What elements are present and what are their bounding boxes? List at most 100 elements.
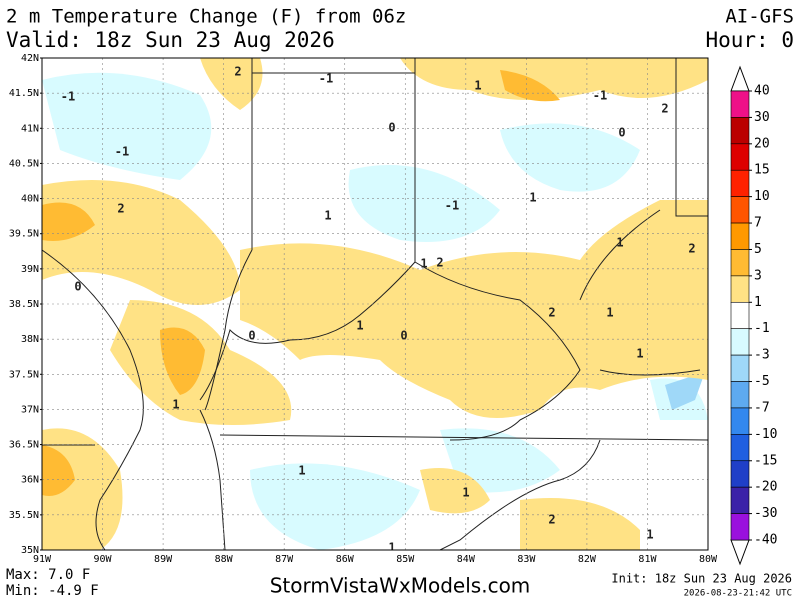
colorbar-label: 3: [754, 268, 762, 283]
colorbar-box: [730, 196, 750, 224]
contour-label: 0: [74, 280, 81, 294]
lat-label: 41N: [21, 123, 39, 134]
lat-label: 39.5N: [9, 229, 39, 240]
colorbar-box: [730, 249, 750, 277]
forecast-hour: Hour: 0: [705, 28, 794, 52]
colorbar-box: [730, 117, 750, 145]
colorbar-label: 7: [754, 216, 762, 231]
colorbar-label: 30: [754, 110, 770, 125]
colorbar-label: 15: [754, 163, 770, 178]
lon-label: 87W: [275, 554, 294, 565]
colorbar-box: [730, 460, 750, 488]
lat-label: 37N: [21, 404, 39, 415]
contour-label: -1: [61, 90, 75, 104]
max-value: Max: 7.0 F: [6, 567, 90, 583]
colorbar-label: 10: [754, 189, 770, 204]
cool-core: [665, 372, 705, 410]
lat-label: 39N: [21, 264, 39, 275]
colorbar-box: [730, 486, 750, 514]
contour-label: 1: [356, 319, 363, 333]
contour-label: 1: [636, 347, 643, 361]
contour-label: 1: [529, 191, 536, 205]
title: 2 m Temperature Change (F) from 06z: [6, 6, 406, 28]
colorbar-box: [730, 407, 750, 435]
contour-label: 2: [661, 102, 668, 116]
min-value: Min: -4.9 F: [6, 583, 99, 599]
colorbar-label: -40: [754, 533, 777, 548]
warmer-areas: [42, 70, 560, 496]
contour-label: 1: [172, 398, 179, 412]
colorbar-box: [730, 143, 750, 171]
lat-label: 38N: [21, 334, 39, 345]
colorbar: 40 30 20 15 10 7 5 3 1 -1 -3 -5 -7 -10 -15 -20 -30 -40: [730, 65, 777, 566]
colorbar-box: [730, 301, 750, 330]
lat-label: 42N: [21, 53, 39, 64]
colorbar-box: [730, 90, 750, 118]
contour-label: 1: [420, 257, 427, 271]
map-axes: 42N 41.5N 41N 40.5N 40N 39.5N 39N 38.5N 38N 37.5N…: [9, 53, 718, 565]
cool-areas: [42, 72, 708, 550]
colorbar-label: -15: [754, 453, 777, 468]
contour-label: 1: [462, 486, 469, 500]
lat-label: 41.5N: [9, 88, 39, 99]
contour-label: 2: [688, 242, 695, 256]
graticule: [42, 58, 708, 550]
boundaries: [42, 58, 708, 550]
colorbar-label: -3: [754, 348, 770, 363]
contour-label: -1: [115, 145, 129, 159]
colorbar-label: -30: [754, 506, 777, 521]
contour-label: 2: [117, 202, 124, 216]
lon-label: 89W: [154, 554, 173, 565]
contour-label: 1: [388, 541, 395, 555]
lon-label: 80W: [699, 554, 718, 565]
lon-label: 90W: [94, 554, 113, 565]
colorbar-box: [730, 328, 750, 356]
colorbar-label: -20: [754, 480, 777, 495]
lat-label: 35N: [21, 545, 39, 556]
lon-label: 86W: [336, 554, 355, 565]
contour-label: 2: [234, 65, 241, 79]
contour-label: 1: [616, 236, 623, 250]
contour-label: 0: [388, 121, 395, 135]
colorbar-box: [730, 434, 750, 462]
lon-label: 82W: [578, 554, 597, 565]
site-name: StormVistaWxModels.com: [270, 574, 531, 598]
contour-label: -1: [593, 89, 607, 103]
lat-label: 36N: [21, 475, 39, 486]
contour-label: 1: [606, 306, 613, 320]
lat-label: 35.5N: [9, 510, 39, 521]
lat-label: 36.5N: [9, 440, 39, 451]
colorbar-box: [730, 275, 750, 303]
colorbar-label: 1: [754, 295, 762, 310]
lat-label: 37.5N: [9, 369, 39, 380]
colorbar-box: [730, 222, 750, 250]
valid-time: Valid: 18z Sun 23 Aug 2026: [6, 28, 335, 52]
colorbar-box: [730, 354, 750, 382]
lon-label: 84W: [457, 554, 476, 565]
contour-label: 0: [248, 329, 255, 343]
lon-label: 88W: [215, 554, 234, 565]
colorbar-box: [730, 381, 750, 409]
colorbar-label: -1: [754, 321, 770, 336]
colorbar-label: -10: [754, 427, 777, 442]
colorbar-label: -5: [754, 374, 770, 389]
contour-label: 2: [548, 513, 555, 527]
colorbar-box: [730, 169, 750, 197]
lat-label: 40N: [21, 194, 39, 205]
contour-label: 2: [436, 256, 443, 270]
lon-label: 85W: [396, 554, 415, 565]
contour-label: 2: [548, 306, 555, 320]
init-time: Init: 18z Sun 23 Aug 2026: [611, 572, 792, 586]
model: AI-GFS: [725, 6, 794, 28]
contour-label: -1: [445, 199, 459, 213]
colorbar-label: 20: [754, 136, 770, 151]
lon-label: 83W: [517, 554, 536, 565]
colorbar-label: 5: [754, 242, 762, 257]
contour-label: 1: [646, 528, 653, 542]
contour-label: 1: [298, 464, 305, 478]
lat-label: 38.5N: [9, 299, 39, 310]
colorbar-label: -7: [754, 400, 770, 415]
